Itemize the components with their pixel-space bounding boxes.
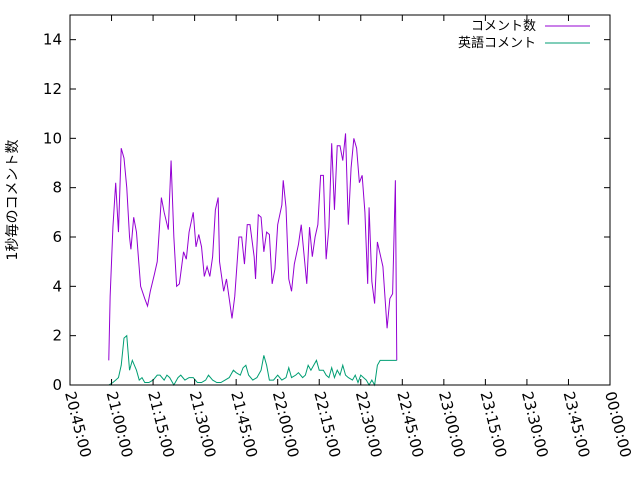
legend-label-1: 英語コメント [458, 35, 536, 51]
y-tick-label: 4 [52, 277, 62, 295]
plot-marks [108, 133, 398, 387]
y-tick-label: 12 [43, 80, 62, 98]
x-tick-label: 23:45:00 [560, 390, 594, 460]
series-line-1 [108, 334, 397, 387]
y-tick-label: 2 [52, 327, 62, 345]
x-tick-label: 00:00:00 [601, 390, 635, 460]
x-tick-label: 21:30:00 [186, 390, 220, 460]
y-tick-label: 6 [52, 228, 62, 246]
x-tick-label: 23:15:00 [477, 390, 511, 460]
legend-label-0: コメント数 [471, 19, 536, 34]
x-tick-label: 22:15:00 [310, 390, 344, 460]
x-axis: 20:45:00 21:00:00 21:15:00 21:30:00 21:45:00… [61, 15, 635, 459]
x-tick-label: 22:00:00 [269, 390, 303, 460]
y-tick-label: 14 [43, 31, 62, 49]
y-tick-label: 8 [52, 179, 62, 197]
y-tick-label: 0 [52, 376, 62, 394]
series-line-0 [108, 133, 398, 361]
plot-frame [69, 14, 611, 386]
x-tick-label: 23:00:00 [435, 390, 469, 460]
x-tick-label: 21:15:00 [144, 390, 178, 460]
y-tick-label: 10 [43, 129, 62, 147]
x-tick-label: 20:45:00 [61, 390, 95, 460]
x-tick-label: 23:30:00 [518, 390, 552, 460]
x-tick-label: 22:45:00 [393, 390, 427, 460]
y-axis: 0 2 4 6 8 10 12 14 [43, 31, 610, 394]
x-tick-label: 21:00:00 [103, 390, 137, 460]
x-tick-label: 22:30:00 [352, 390, 386, 460]
x-tick-label: 21:45:00 [227, 390, 261, 460]
y-axis-label: 1秒毎のコメント数 [5, 140, 21, 261]
